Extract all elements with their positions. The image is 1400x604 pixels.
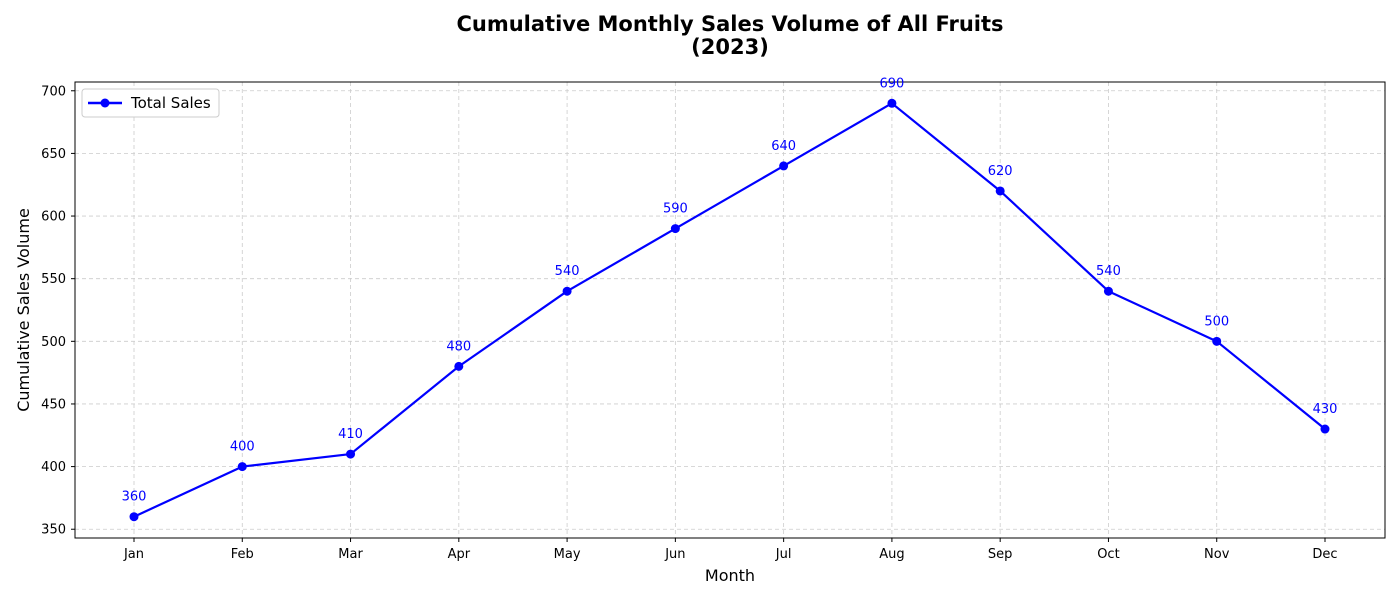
chart-title-line-2: (2023)	[691, 35, 769, 59]
data-point	[454, 361, 464, 371]
data-point	[562, 286, 572, 296]
y-tick-label: 350	[41, 523, 66, 538]
data-point	[670, 224, 680, 234]
legend-box	[81, 88, 220, 118]
data-label: 690	[879, 76, 904, 91]
x-tick-label: Apr	[448, 547, 471, 562]
x-tick-label: Oct	[1097, 547, 1119, 562]
y-tick-label: 700	[41, 84, 66, 99]
legend: Total Sales	[81, 88, 220, 118]
y-tick-label: 650	[41, 147, 66, 162]
data-point	[995, 186, 1005, 196]
x-tick-label: Feb	[231, 547, 254, 562]
x-tick-label: Sep	[988, 547, 1013, 562]
data-point	[346, 449, 356, 459]
data-label: 430	[1313, 402, 1338, 417]
y-tick-label: 550	[41, 272, 66, 287]
chart-title-line-1: Cumulative Monthly Sales Volume of All F…	[456, 12, 1003, 36]
data-point	[129, 512, 139, 522]
x-tick-label: Jun	[664, 547, 685, 562]
data-label: 500	[1204, 314, 1229, 329]
legend-label-total-sales: Total Sales	[130, 94, 211, 112]
plot-frame	[74, 81, 1386, 539]
y-tick-label: 450	[41, 397, 66, 412]
data-label: 620	[988, 164, 1013, 179]
x-tick-label: Jan	[123, 547, 144, 562]
data-point	[237, 462, 247, 472]
data-label: 360	[122, 490, 147, 505]
data-label: 540	[1096, 264, 1121, 279]
x-axis-label: Month	[705, 566, 755, 585]
series-line-total-sales	[133, 102, 1326, 518]
data-label: 480	[446, 339, 471, 354]
x-tick-label: Mar	[338, 547, 363, 562]
data-point	[887, 98, 897, 108]
data-label: 590	[663, 202, 688, 217]
legend-marker-swatch	[100, 98, 110, 108]
grid-layer	[75, 82, 1385, 538]
y-axis-label: Cumulative Sales Volume	[14, 208, 33, 412]
data-point	[1212, 336, 1222, 346]
y-tick-label: 400	[41, 460, 66, 475]
series-layer	[129, 98, 1330, 522]
y-tick-label: 500	[41, 335, 66, 350]
data-point	[779, 161, 789, 171]
x-tick-label: Dec	[1312, 547, 1337, 562]
y-tick-label: 600	[41, 210, 66, 225]
data-label: 400	[230, 440, 255, 455]
data-labels-layer: 360 400 410 480 540 590 640 690 620 540 500 430	[122, 76, 1338, 504]
data-point	[1103, 286, 1113, 296]
data-point	[1320, 424, 1330, 434]
axes-layer: 350 400 450 500 550 600 650 700 Jan Feb Mar Apr May J…	[41, 81, 1386, 562]
x-tick-label: Aug	[879, 547, 904, 562]
data-label: 540	[555, 264, 580, 279]
x-tick-label: Jul	[775, 547, 792, 562]
x-tick-label: Nov	[1204, 547, 1230, 562]
x-tick-label: May	[554, 547, 581, 562]
data-label: 640	[771, 139, 796, 154]
data-label: 410	[338, 427, 363, 442]
